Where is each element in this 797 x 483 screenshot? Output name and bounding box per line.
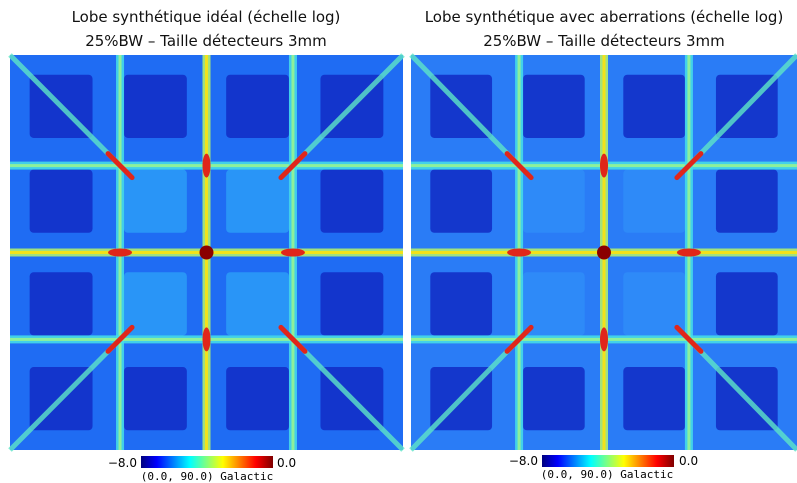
map-feature bbox=[226, 272, 290, 336]
map-feature bbox=[715, 169, 778, 233]
map-feature bbox=[108, 248, 133, 257]
map-feature bbox=[280, 248, 305, 257]
panel-right: Lobe synthétique avec aberrations (échel… bbox=[409, 8, 797, 481]
colorbar-max: 0.0 bbox=[277, 456, 296, 470]
map-feature bbox=[623, 74, 686, 138]
map-feature bbox=[623, 272, 686, 336]
map-feature bbox=[409, 337, 521, 452]
map-feature bbox=[600, 327, 608, 352]
map-feature bbox=[226, 74, 290, 138]
map-feature bbox=[687, 53, 797, 168]
map-feature bbox=[320, 272, 384, 336]
map-feature bbox=[522, 169, 585, 233]
map-feature bbox=[278, 324, 308, 354]
map-feature bbox=[8, 337, 122, 452]
map-feature bbox=[597, 245, 611, 260]
panel-left: Lobe synthétique idéal (échelle log) 25%… bbox=[8, 8, 405, 483]
map-feature bbox=[29, 169, 93, 233]
map-feature bbox=[202, 153, 211, 178]
caption: (0.0, 90.0) Galactic bbox=[141, 470, 273, 483]
colorbar-max: 0.0 bbox=[679, 454, 698, 468]
map-feature bbox=[226, 169, 290, 233]
map-feature bbox=[600, 153, 608, 178]
map-feature bbox=[409, 53, 521, 168]
map-feature bbox=[123, 74, 187, 138]
colorbar bbox=[542, 455, 674, 467]
map-feature bbox=[430, 272, 493, 336]
map-feature bbox=[105, 151, 135, 181]
map-feature bbox=[226, 367, 290, 431]
map-feature bbox=[504, 324, 534, 354]
map-feature bbox=[202, 327, 211, 352]
map-feature bbox=[29, 272, 93, 336]
map-feature bbox=[123, 272, 187, 336]
map-feature bbox=[623, 367, 686, 431]
map-feature bbox=[522, 74, 585, 138]
colorbar-min: −8.0 bbox=[509, 454, 538, 468]
map-feature bbox=[715, 272, 778, 336]
map-feature bbox=[430, 169, 493, 233]
map-feature bbox=[687, 337, 797, 452]
map-feature bbox=[674, 151, 704, 181]
title-line: 25%BW – Taille détecteurs 3mm bbox=[85, 32, 327, 50]
map-feature bbox=[507, 248, 532, 257]
beam-map bbox=[8, 53, 405, 452]
map-feature bbox=[320, 169, 384, 233]
map-feature bbox=[123, 367, 187, 431]
map-feature bbox=[291, 337, 405, 452]
title-line: Lobe synthétique idéal (échelle log) bbox=[72, 8, 341, 26]
title-line: Lobe synthétique avec aberrations (échel… bbox=[425, 8, 784, 26]
map-feature bbox=[674, 324, 704, 354]
map-feature bbox=[676, 248, 701, 257]
title-line: 25%BW – Taille détecteurs 3mm bbox=[483, 32, 725, 50]
beam-map bbox=[409, 53, 797, 452]
colorbar bbox=[141, 456, 273, 468]
map-feature bbox=[199, 245, 214, 260]
map-feature bbox=[123, 169, 187, 233]
caption: (0.0, 90.0) Galactic bbox=[541, 468, 673, 481]
map-feature bbox=[504, 151, 534, 181]
map-feature bbox=[522, 272, 585, 336]
map-feature bbox=[623, 169, 686, 233]
map-feature bbox=[8, 53, 122, 168]
map-feature bbox=[278, 151, 308, 181]
map-feature bbox=[105, 324, 135, 354]
map-feature bbox=[522, 367, 585, 431]
map-feature bbox=[291, 53, 405, 168]
colorbar-min: −8.0 bbox=[108, 456, 137, 470]
